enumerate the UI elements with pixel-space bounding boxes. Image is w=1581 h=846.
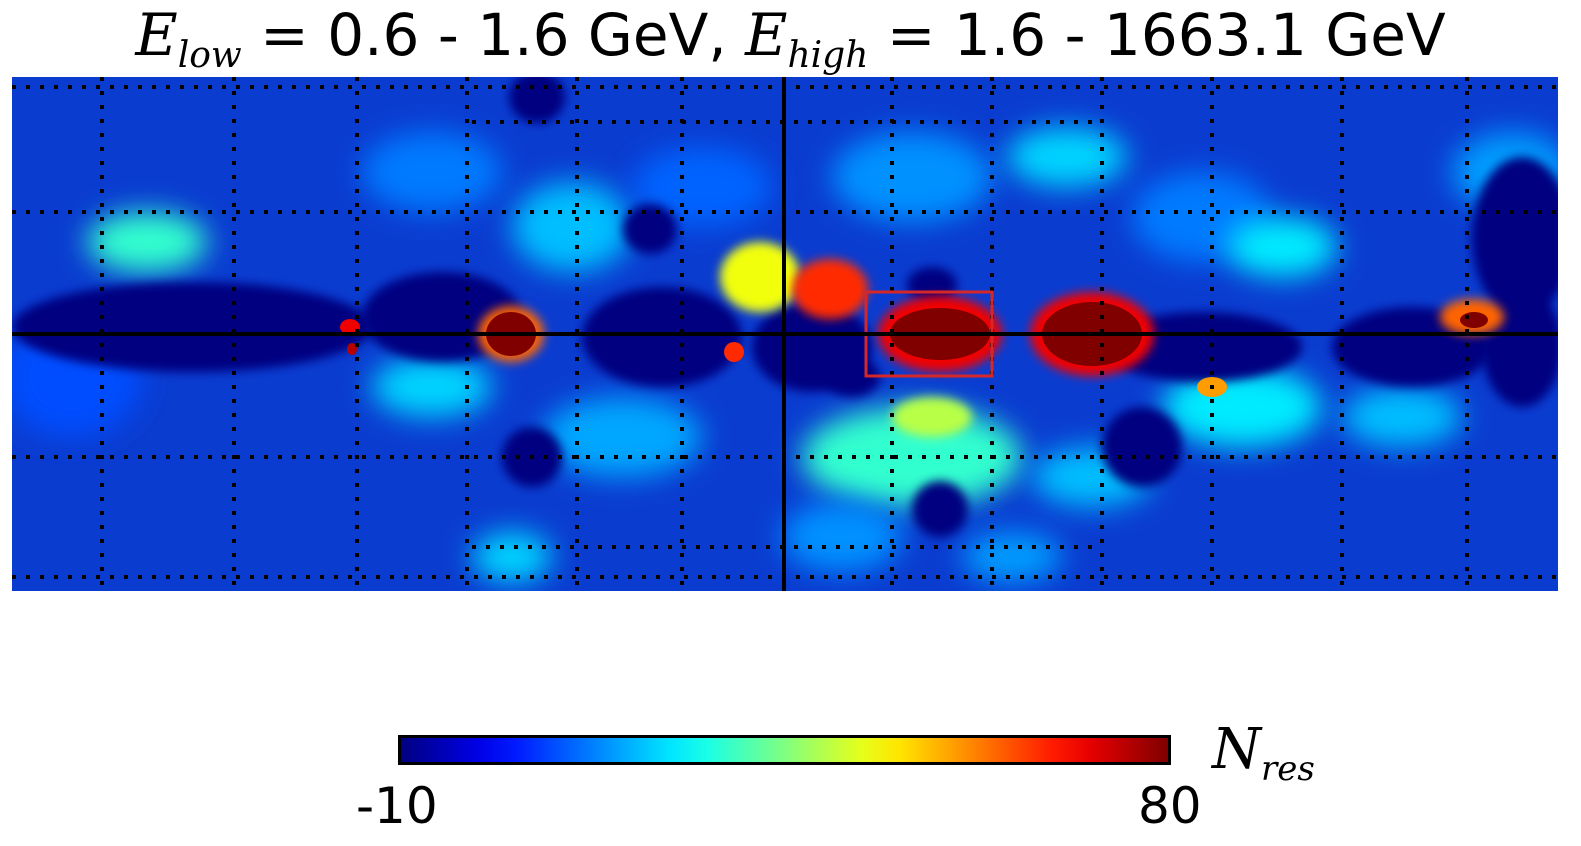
intensity-patch <box>912 481 968 537</box>
colorbar-max-label: 80 <box>1138 777 1202 835</box>
e-low-range: 0.6 - 1.6 GeV, <box>327 1 727 69</box>
intensity-patch <box>347 343 357 355</box>
intensity-patch <box>12 282 372 372</box>
e-high-range: 1.6 - 1663.1 GeV <box>953 1 1446 69</box>
e-low-symbol: E <box>135 1 178 69</box>
colorbar <box>398 735 1171 765</box>
colorbar-title: Nres <box>1212 720 1315 799</box>
intensity-patch <box>1460 312 1488 328</box>
intensity-patch <box>623 204 677 254</box>
e-high-symbol: E <box>745 1 788 69</box>
intensity-patch <box>372 357 492 417</box>
intensity-patch <box>87 212 207 272</box>
intensity-patch <box>1227 217 1337 277</box>
intensity-patch <box>509 77 565 123</box>
intensity-patch <box>1007 127 1127 187</box>
intensity-patch <box>792 259 868 319</box>
intensity-patch <box>1472 157 1558 317</box>
intensity-patch <box>720 242 800 312</box>
chart-title: Elow = 0.6 - 1.6 GeV, Ehigh = 1.6 - 1663… <box>135 1 1446 76</box>
intensity-patch <box>782 502 902 572</box>
intensity-patch <box>362 132 502 212</box>
colorbar-symbol: N <box>1212 717 1261 782</box>
colorbar-subscript: res <box>1261 749 1315 789</box>
intensity-patch <box>512 182 632 272</box>
intensity-patch <box>724 342 744 362</box>
intensity-field <box>12 77 1558 582</box>
sky-map <box>12 77 1558 591</box>
intensity-patch <box>582 287 742 387</box>
intensity-patch <box>1102 407 1182 487</box>
intensity-patch <box>472 532 552 582</box>
intensity-patch <box>632 147 772 227</box>
colorbar-min-label: -10 <box>356 777 438 835</box>
e-low-subscript: low <box>177 35 242 76</box>
intensity-patch <box>907 267 957 303</box>
intensity-patch <box>1342 387 1462 447</box>
intensity-patch <box>892 397 972 437</box>
intensity-patch <box>542 397 702 477</box>
e-high-subscript: high <box>787 35 869 76</box>
intensity-patch <box>832 132 992 222</box>
intensity-patch <box>962 532 1062 582</box>
